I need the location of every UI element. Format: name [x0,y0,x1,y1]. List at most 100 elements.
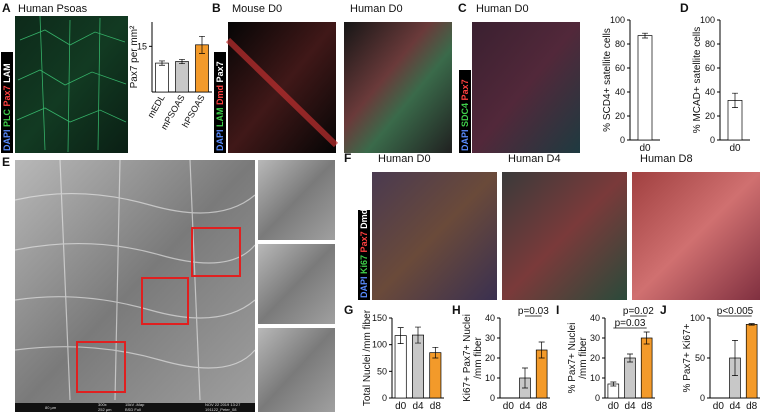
error-bar [642,32,648,39]
y-tick-label: 0 [595,393,600,403]
y-axis-label: % SCD4+ satellite cells [602,28,613,132]
sem-footer: 15kV -Map [125,402,145,407]
y-axis-label: Total Nuclei /mm fiber [362,309,373,406]
y-tick-label: 40 [485,313,495,323]
image-title: Human D8 [640,153,693,165]
sem-footer: 191122_Peter_08 [205,407,237,412]
y-tick-label: 0 [490,393,495,403]
y-tick-label: 40 [705,87,715,97]
x-tick-label: d8 [536,401,548,412]
y-tick-label: 20 [590,353,600,363]
bar [745,324,758,399]
y-tick-label: 40 [590,313,600,323]
panel-letter: G [344,303,353,317]
y-tick-label: 40 [615,87,625,97]
error-bar [538,341,545,359]
y-tick-label: 0 [382,393,387,403]
error-bar [397,327,404,344]
y-axis-label: /mm fiber [578,336,589,378]
panel-letter: D [680,1,689,15]
panel-letter: J [660,303,667,317]
sem-footer: BSD Full [125,407,141,412]
y-tick-label: 100 [690,313,705,323]
sem-footer-bar [15,403,255,412]
error-bar [432,346,439,359]
y-tick-label: 20 [705,111,715,121]
error-bar [643,331,650,345]
sem-footer: 300x [98,402,107,407]
x-tick-label: d4 [412,401,424,412]
bar [624,357,636,399]
y-tick-label: 20 [615,111,625,121]
error-bar [199,35,205,54]
y-tick-label: 50 [695,353,705,363]
annotation: p=0.03 [518,306,549,317]
sem-footer: 252 µm [98,407,112,412]
stain-label: DAPI LAM Dmd Pax7 [215,61,225,151]
sem-footer: NOV 22 2019 13:27 [205,402,241,407]
x-tick-label: d0 [639,143,651,154]
error-bar [732,92,738,108]
sem-inset [258,160,335,240]
panel-letter: C [458,1,467,15]
x-tick-label: d4 [624,401,636,412]
error-bar [415,326,421,344]
x-tick-label: d4 [519,401,531,412]
sem-inset [258,328,335,412]
bar [412,334,424,399]
micrograph [472,22,580,153]
stain-label: DAPI Ki67 Pax7 Dmd [359,209,369,298]
image-title: Human D0 [378,153,431,165]
micrograph [15,16,128,153]
y-tick-label: 30 [590,333,600,343]
y-axis-label: % Pax7+ Nuclei [567,323,578,394]
bar [637,35,653,141]
image-title: Human D0 [476,3,529,15]
y-tick-label: 20 [485,353,495,363]
micrograph [632,172,760,300]
error-bar [732,340,738,376]
y-axis-label: % Pax7+ Ki67+ [682,323,693,392]
x-tick-label: d0 [713,401,725,412]
bar [640,337,653,399]
x-tick-label: d8 [641,401,653,412]
x-tick-label: d0 [395,401,407,412]
y-tick-label: 50 [377,366,387,376]
stain-strip [459,70,471,153]
sem-image [15,160,255,412]
x-tick-label: d8 [746,401,758,412]
y-tick-label: 60 [615,63,625,73]
fiber [225,37,339,148]
panel-letter: I [556,303,559,317]
y-tick-label: 10 [590,373,600,383]
y-axis-label: /mm fiber [473,336,484,378]
image-title: Human D0 [350,3,403,15]
panel-letter: B [212,1,221,15]
fiber-outlines [16,15,127,153]
micrograph [344,22,452,153]
zoom-box [76,341,126,393]
error-bar [610,381,617,387]
error-bar [159,60,165,66]
stain-label: DAPI PLC Pax7 LAM [2,63,12,151]
error-bar [627,353,633,363]
bar [429,352,442,399]
y-tick-label: 30 [485,333,495,343]
y-tick-label: 100 [372,340,387,350]
bar [155,62,169,93]
y-tick-label: 150 [372,313,387,323]
x-tick-label: d8 [430,401,442,412]
y-tick-label: 80 [615,39,625,49]
x-tick-label: d4 [729,401,741,412]
bar [394,335,407,399]
annotation: p<0.005 [717,306,754,317]
y-tick-label: 100 [610,15,625,25]
stain-label: DAPI SDC4 Pax7 [460,79,470,151]
image-title: Human Psoas [18,3,88,15]
y-tick-label: 0 [710,135,715,145]
sem-texture [14,159,256,401]
error-bar [179,59,185,65]
annotation: p=0.03 [615,318,646,329]
y-axis-label: % MCAD+ satellite cells [692,27,703,133]
